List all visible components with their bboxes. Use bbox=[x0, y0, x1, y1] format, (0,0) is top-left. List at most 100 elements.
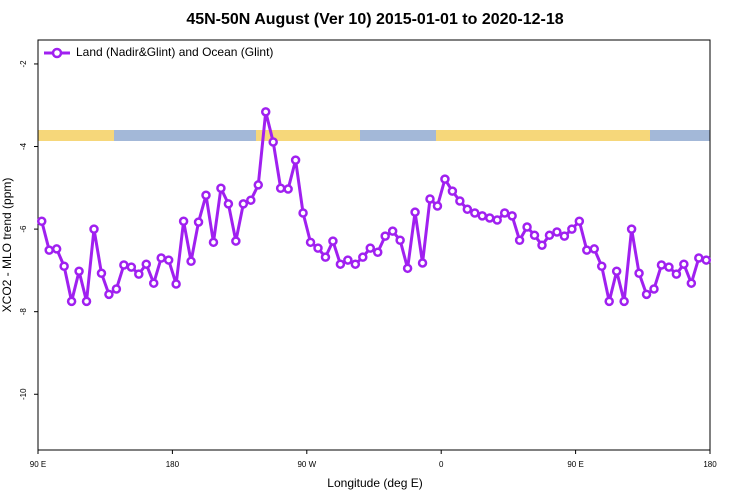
ocean-band bbox=[360, 130, 436, 141]
data-point bbox=[343, 255, 353, 265]
data-point bbox=[328, 236, 338, 246]
x-tick-label: 0 bbox=[439, 460, 444, 469]
data-point bbox=[470, 208, 480, 218]
data-point bbox=[380, 231, 390, 241]
x-tick-label: 90 E bbox=[30, 460, 46, 469]
data-point bbox=[567, 224, 577, 234]
data-point bbox=[223, 199, 234, 209]
legend-label: Land (Nadir&Glint) and Ocean (Glint) bbox=[76, 45, 273, 59]
data-point bbox=[402, 263, 413, 274]
data-point bbox=[335, 259, 346, 269]
data-point bbox=[522, 222, 532, 232]
data-point bbox=[313, 243, 323, 253]
data-point bbox=[455, 196, 465, 206]
data-point bbox=[358, 252, 368, 262]
data-point bbox=[701, 255, 712, 265]
data-point bbox=[477, 211, 488, 221]
data-point bbox=[582, 245, 592, 255]
data-point bbox=[656, 260, 667, 270]
data-point bbox=[350, 259, 361, 269]
data-point bbox=[163, 255, 174, 265]
data-point bbox=[298, 208, 308, 218]
data-point bbox=[320, 252, 331, 262]
data-point bbox=[425, 194, 435, 204]
data-point bbox=[36, 216, 47, 227]
data-point bbox=[626, 224, 637, 234]
y-tick-label: -10 bbox=[19, 388, 28, 400]
data-point bbox=[694, 253, 704, 263]
data-point bbox=[193, 217, 204, 227]
data-point bbox=[275, 183, 286, 193]
data-point bbox=[552, 227, 562, 237]
data-point bbox=[171, 279, 181, 289]
data-point bbox=[574, 216, 585, 227]
data-point bbox=[447, 186, 458, 196]
data-point bbox=[186, 256, 196, 267]
data-point bbox=[410, 207, 420, 217]
data-point bbox=[492, 215, 502, 225]
data-point bbox=[89, 224, 99, 234]
data-point bbox=[596, 261, 607, 272]
y-tick-label: -6 bbox=[19, 225, 28, 233]
data-point bbox=[619, 296, 629, 307]
data-point bbox=[641, 289, 652, 300]
legend-marker bbox=[51, 47, 63, 59]
data-point bbox=[148, 278, 159, 288]
data-point bbox=[260, 107, 271, 117]
data-point bbox=[208, 237, 219, 248]
data-point bbox=[283, 184, 293, 194]
data-point bbox=[44, 245, 54, 255]
data-point bbox=[290, 155, 301, 165]
land-band bbox=[38, 130, 114, 141]
data-point bbox=[81, 296, 92, 307]
data-point bbox=[372, 247, 383, 257]
data-point bbox=[365, 243, 376, 253]
x-tick-label: 180 bbox=[703, 460, 717, 469]
data-point bbox=[96, 268, 107, 279]
land-band bbox=[256, 130, 360, 141]
chart-title: 45N-50N August (Ver 10) 2015-01-01 to 20… bbox=[186, 11, 563, 28]
ocean-band bbox=[650, 130, 710, 141]
data-point bbox=[51, 244, 62, 254]
data-point bbox=[141, 259, 152, 269]
y-tick-label: -8 bbox=[19, 308, 28, 316]
data-point bbox=[611, 266, 622, 276]
y-axis-label: XCO2 - MLO trend (ppm) bbox=[0, 178, 14, 313]
data-point bbox=[268, 137, 278, 147]
ocean-band bbox=[114, 130, 256, 141]
x-tick-label: 180 bbox=[166, 460, 180, 469]
data-point bbox=[432, 201, 443, 211]
data-point bbox=[589, 244, 600, 254]
land-band bbox=[436, 130, 650, 141]
data-point bbox=[440, 174, 450, 184]
data-point bbox=[537, 240, 547, 250]
data-point bbox=[119, 260, 129, 270]
data-point bbox=[111, 284, 122, 294]
data-point bbox=[499, 208, 510, 218]
data-point bbox=[74, 266, 84, 276]
data-point bbox=[649, 284, 659, 294]
data-point bbox=[604, 296, 614, 307]
data-point bbox=[59, 261, 69, 272]
data-point bbox=[156, 253, 166, 263]
x-axis-label: Longitude (deg E) bbox=[327, 476, 422, 490]
data-point bbox=[671, 269, 682, 279]
data-point bbox=[305, 237, 316, 248]
data-point bbox=[529, 230, 540, 241]
x-tick-label: 90 E bbox=[567, 460, 583, 469]
data-point bbox=[664, 262, 674, 272]
data-point bbox=[134, 269, 144, 279]
data-point bbox=[231, 236, 241, 246]
data-point bbox=[634, 268, 644, 279]
data-point bbox=[462, 204, 473, 215]
data-point bbox=[253, 180, 264, 190]
data-point bbox=[387, 226, 398, 236]
data-point bbox=[686, 278, 697, 288]
data-point bbox=[507, 211, 517, 221]
plot-frame bbox=[37, 39, 711, 451]
data-point bbox=[104, 289, 114, 300]
data-point bbox=[201, 190, 211, 200]
data-point bbox=[395, 235, 405, 246]
data-point bbox=[559, 231, 570, 241]
